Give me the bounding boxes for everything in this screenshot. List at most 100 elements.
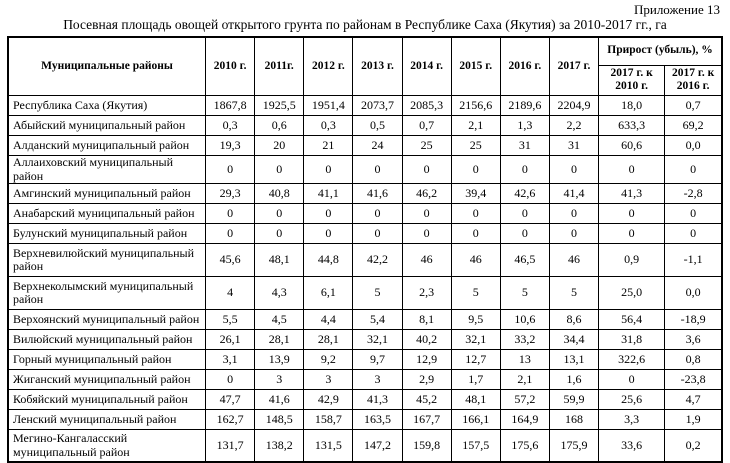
value-cell: 158,7 — [303, 408, 354, 430]
value-cell: 41,6 — [254, 388, 305, 410]
value-cell: 19,3 — [205, 135, 256, 157]
table-row: Жиганский муниципальный район 0 3 3 3 2,9 1,7 2… — [7, 368, 723, 390]
value-cell: 0,2 — [664, 428, 723, 463]
value-cell: 4,3 — [254, 275, 305, 310]
value-cell: 1951,4 — [303, 95, 354, 117]
value-cell: 2085,3 — [401, 95, 452, 117]
value-cell: 9,7 — [352, 348, 403, 370]
value-cell: 0,6 — [254, 115, 305, 137]
value-cell: 26,1 — [205, 328, 256, 350]
value-cell: 60,6 — [598, 135, 666, 157]
value-cell: 40,8 — [254, 182, 305, 204]
value-cell: 48,1 — [254, 242, 305, 277]
value-cell: 10,6 — [499, 308, 550, 330]
value-cell: 20 — [254, 135, 305, 157]
value-cell: 28,1 — [254, 328, 305, 350]
value-cell: 0 — [598, 222, 666, 244]
value-cell: 28,1 — [303, 328, 354, 350]
value-cell: 8,1 — [401, 308, 452, 330]
value-cell: 1925,5 — [254, 95, 305, 117]
growth-subcolumn-header: 2017 г. к 2016 г. — [664, 64, 723, 97]
value-cell: 2,3 — [401, 275, 452, 310]
region-column-header: Муниципальные районы — [7, 36, 207, 97]
table-row: Вилюйский муниципальный район 26,1 28,1 28,… — [7, 328, 723, 350]
value-cell: 9,5 — [450, 308, 501, 330]
value-cell: 0 — [598, 155, 666, 184]
value-cell: 147,2 — [352, 428, 403, 463]
value-cell: 131,5 — [303, 428, 354, 463]
value-cell: 0 — [664, 202, 723, 224]
year-column-header: 2016 г. — [499, 36, 550, 97]
value-cell: 175,9 — [548, 428, 600, 463]
region-name-cell: Горный муниципальный район — [7, 348, 207, 370]
value-cell: 0 — [205, 368, 256, 390]
table-row: Амгинский муниципальный район 29,3 40,8 41,… — [7, 182, 723, 204]
value-cell: 1,7 — [450, 368, 501, 390]
value-cell: 0,9 — [598, 242, 666, 277]
value-cell: 5,5 — [205, 308, 256, 330]
table-row: Мегино-Кангаласский муниципальный район 1… — [7, 428, 723, 463]
value-cell: 159,8 — [401, 428, 452, 463]
value-cell: 0 — [352, 155, 403, 184]
table-body: Республика Саха (Якутия) 1867,8 1925,5 1951… — [7, 95, 723, 463]
region-name-cell: Булунский муниципальный район — [7, 222, 207, 244]
value-cell: 4 — [205, 275, 256, 310]
value-cell: 0 — [205, 202, 256, 224]
value-cell: 41,1 — [303, 182, 354, 204]
value-cell: 2,9 — [401, 368, 452, 390]
value-cell: 12,7 — [450, 348, 501, 370]
value-cell: 5 — [450, 275, 501, 310]
value-cell: 25 — [450, 135, 501, 157]
value-cell: 4,5 — [254, 308, 305, 330]
table-row: Верхоянский муниципальный район 5,5 4,5 4,4… — [7, 308, 723, 330]
value-cell: 0 — [303, 222, 354, 244]
value-cell: 1,9 — [664, 408, 723, 430]
value-cell: 25,0 — [598, 275, 666, 310]
value-cell: 5 — [352, 275, 403, 310]
value-cell: -1,1 — [664, 242, 723, 277]
table-row: Алданский муниципальный район 19,3 20 21 24 2… — [7, 135, 723, 157]
value-cell: 0 — [205, 155, 256, 184]
value-cell: -2,8 — [664, 182, 723, 204]
value-cell: 25,6 — [598, 388, 666, 410]
value-cell: 0,3 — [205, 115, 256, 137]
value-cell: 0 — [664, 222, 723, 244]
value-cell: 46,2 — [401, 182, 452, 204]
value-cell: 31,8 — [598, 328, 666, 350]
region-name-cell: Кобяйский муниципальный район — [7, 388, 207, 410]
value-cell: 131,7 — [205, 428, 256, 463]
value-cell: 3 — [352, 368, 403, 390]
value-cell: 33,2 — [499, 328, 550, 350]
region-name-cell: Алданский муниципальный район — [7, 135, 207, 157]
value-cell: 0,7 — [401, 115, 452, 137]
value-cell: 3 — [254, 368, 305, 390]
value-cell: 157,5 — [450, 428, 501, 463]
table-row: Анабарский муниципальный район 0 0 0 0 0 0 0 0 0 0 — [7, 202, 723, 224]
value-cell: 21 — [303, 135, 354, 157]
value-cell: 4,7 — [664, 388, 723, 410]
value-cell: 3,3 — [598, 408, 666, 430]
value-cell: 6,1 — [303, 275, 354, 310]
value-cell: 45,6 — [205, 242, 256, 277]
value-cell: 0 — [664, 155, 723, 184]
value-cell: 2,1 — [499, 368, 550, 390]
value-cell: 0 — [254, 155, 305, 184]
value-cell: 4,4 — [303, 308, 354, 330]
value-cell: 45,2 — [401, 388, 452, 410]
value-cell: 322,6 — [598, 348, 666, 370]
value-cell: 633,3 — [598, 115, 666, 137]
value-cell: 57,2 — [499, 388, 550, 410]
value-cell: 56,4 — [598, 308, 666, 330]
value-cell: 0,0 — [664, 135, 723, 157]
value-cell: 0 — [548, 155, 600, 184]
value-cell: 2204,9 — [548, 95, 600, 117]
value-cell: 0 — [352, 202, 403, 224]
value-cell: 9,2 — [303, 348, 354, 370]
value-cell: 0 — [499, 222, 550, 244]
year-column-header: 2012 г. — [303, 36, 354, 97]
value-cell: 41,6 — [352, 182, 403, 204]
value-cell: 42,9 — [303, 388, 354, 410]
value-cell: 41,3 — [352, 388, 403, 410]
value-cell: 1867,8 — [205, 95, 256, 117]
